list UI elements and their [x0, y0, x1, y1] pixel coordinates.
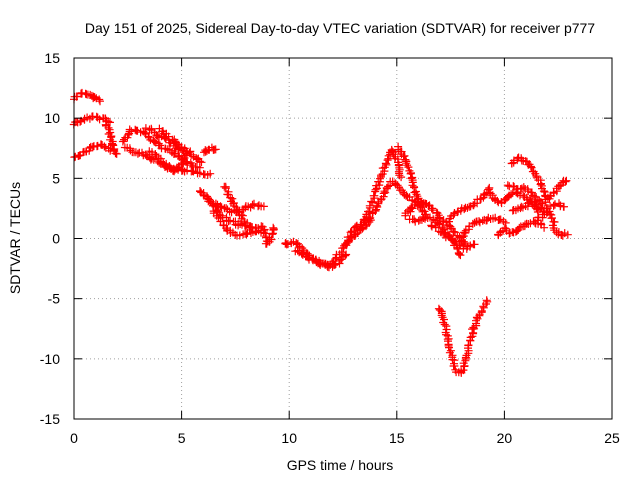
series-arc-18	[336, 216, 375, 258]
series-arc-19	[341, 214, 374, 248]
x-tick-label: 5	[178, 430, 186, 446]
data-point-markers	[435, 296, 491, 377]
data-point-markers	[200, 144, 220, 157]
data-points	[70, 89, 572, 377]
data-point-markers	[102, 121, 121, 158]
series-arc-28	[435, 296, 491, 377]
grid-lines	[74, 58, 612, 419]
data-point-markers	[336, 216, 375, 258]
chart-title: Day 151 of 2025, Sidereal Day-to-day VTE…	[85, 20, 595, 36]
axis-ticks: 0 5 10 15 20 25 -15 -10 -5 0 5 10 15	[40, 50, 620, 446]
series-arc-16	[281, 238, 340, 271]
y-axis-label: SDTVAR / TECUs	[7, 182, 23, 294]
y-tick-label: 0	[52, 231, 60, 247]
y-tick-label: -10	[40, 351, 60, 367]
y-tick-label: -15	[40, 411, 60, 427]
series-arc-4	[102, 121, 121, 158]
y-tick-label: 5	[52, 170, 60, 186]
x-tick-label: 25	[604, 430, 620, 446]
x-tick-label: 0	[70, 430, 78, 446]
data-point-markers	[70, 89, 104, 105]
data-point-markers	[281, 238, 340, 271]
x-tick-label: 10	[281, 430, 297, 446]
y-tick-label: 15	[44, 50, 60, 66]
sdtvar-chart: Day 151 of 2025, Sidereal Day-to-day VTE…	[0, 0, 640, 480]
series-arc-1	[70, 89, 104, 105]
x-tick-label: 15	[389, 430, 405, 446]
series-arc-10	[200, 144, 220, 157]
y-tick-label: 10	[44, 110, 60, 126]
x-tick-label: 20	[497, 430, 513, 446]
y-tick-label: -5	[48, 291, 61, 307]
x-axis-label: GPS time / hours	[287, 457, 394, 473]
data-point-markers	[341, 214, 374, 248]
